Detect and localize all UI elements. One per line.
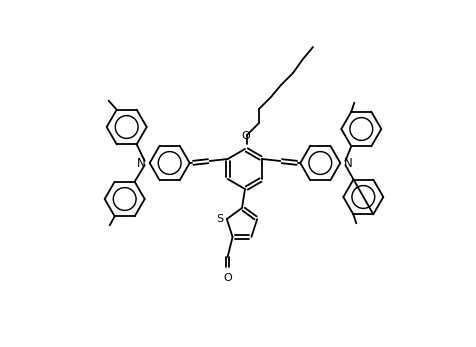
Text: O: O — [241, 131, 250, 141]
Text: O: O — [223, 273, 231, 283]
Text: S: S — [216, 214, 223, 224]
Text: N: N — [344, 156, 352, 169]
Text: N: N — [137, 156, 145, 169]
